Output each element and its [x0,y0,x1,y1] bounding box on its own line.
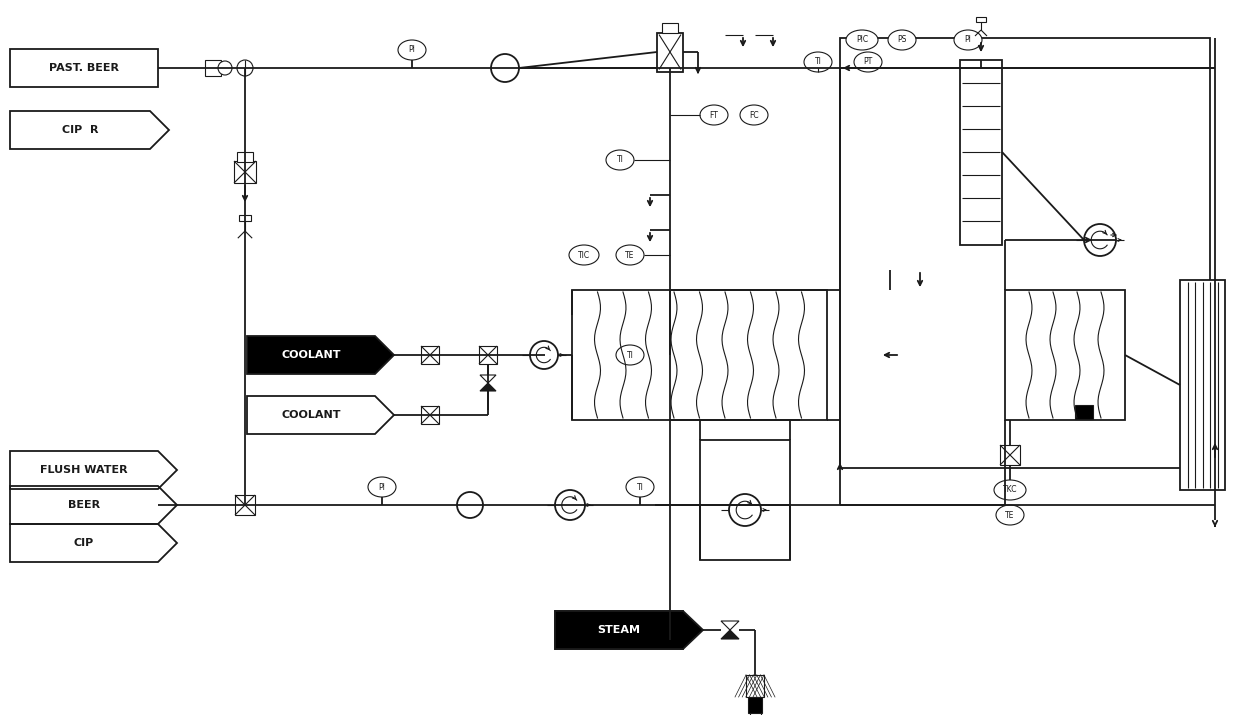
Text: PI: PI [965,36,971,44]
Text: STEAM: STEAM [598,625,640,635]
Polygon shape [247,336,394,374]
Text: TI: TI [636,483,644,491]
Ellipse shape [854,52,882,72]
Ellipse shape [626,477,654,497]
Ellipse shape [607,150,634,170]
Ellipse shape [846,30,879,50]
Bar [421,346,439,364]
Ellipse shape [700,105,728,125]
Circle shape [237,60,253,76]
Circle shape [530,341,558,369]
Bar [235,161,256,183]
Bar [240,215,251,222]
Ellipse shape [368,477,396,497]
Ellipse shape [617,345,644,365]
Text: BEER: BEER [67,500,100,510]
Ellipse shape [953,30,982,50]
Text: PI: PI [378,483,386,491]
Circle shape [457,492,483,518]
Bar [235,495,255,515]
Circle shape [1085,224,1116,256]
Bar [748,697,763,713]
Bar [1075,405,1093,419]
Text: TIC: TIC [578,250,590,260]
Bar [572,290,827,420]
Circle shape [490,54,519,82]
Ellipse shape [398,40,426,60]
Text: TKC: TKC [1002,485,1017,495]
Ellipse shape [993,480,1026,500]
Text: TE: TE [625,250,635,260]
Bar [555,611,683,649]
Text: PS: PS [897,36,907,44]
Text: TI: TI [815,57,821,66]
Circle shape [555,490,585,520]
Text: PAST. BEER: PAST. BEER [49,63,119,73]
Bar [840,38,1211,468]
Bar [205,60,221,76]
Text: PIC: PIC [856,36,869,44]
Text: STEAM: STEAM [598,625,640,635]
Ellipse shape [804,52,832,72]
Text: TE: TE [1006,511,1015,520]
Bar [746,675,764,697]
Text: COOLANT: COOLANT [281,350,341,360]
Bar [479,346,497,364]
Bar [421,406,439,424]
Ellipse shape [889,30,916,50]
Bar [656,32,683,72]
Text: PI: PI [408,46,416,54]
Polygon shape [480,383,495,391]
Bar [1181,280,1226,490]
Bar [1000,445,1020,465]
Bar [661,22,678,32]
Circle shape [729,494,761,526]
Bar [10,49,158,87]
Bar [1005,290,1124,420]
Text: TI: TI [626,350,634,360]
Bar [976,17,986,22]
Circle shape [218,61,232,75]
Ellipse shape [617,245,644,265]
Polygon shape [555,611,703,649]
Ellipse shape [740,105,768,125]
Text: FLUSH WATER: FLUSH WATER [40,465,127,475]
Bar [960,60,1002,245]
Ellipse shape [569,245,599,265]
Text: PT: PT [864,57,872,66]
Bar [237,152,253,162]
Bar [700,440,790,560]
Text: CIP  R: CIP R [61,125,99,135]
Text: COOLANT: COOLANT [281,410,341,420]
Polygon shape [721,630,739,639]
Bar [750,713,760,715]
Text: TI: TI [617,155,624,164]
Ellipse shape [996,505,1025,525]
Text: CIP: CIP [74,538,94,548]
Text: FC: FC [749,111,759,119]
Text: FT: FT [710,111,719,119]
